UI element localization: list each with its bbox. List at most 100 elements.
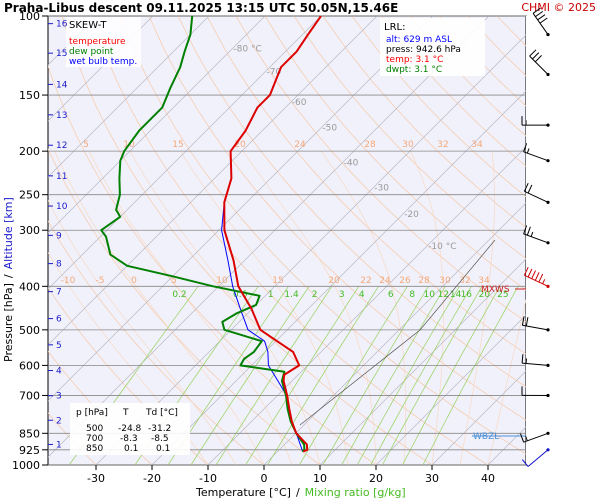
isotherm — [48, 16, 434, 402]
wind-barb-feather — [527, 268, 533, 278]
mxws-label: MXWS — [481, 285, 510, 295]
pressure-tick-label: 200 — [19, 145, 40, 158]
isotherm — [151, 90, 526, 465]
isotherm — [375, 314, 526, 465]
altitude-tick-label: 3 — [56, 392, 62, 402]
pressure-tick-label: 100 — [19, 10, 40, 23]
mixing-ratio-label: 20 — [479, 290, 491, 300]
parcel-curve — [299, 239, 496, 426]
isotherm-label: -50 — [322, 124, 337, 134]
temperature-tick-label: -10 — [199, 472, 217, 485]
y-axis-title-pressure: Pressure [hPa] — [2, 283, 15, 362]
wind-barb-dot — [546, 241, 550, 245]
wind-barb — [523, 266, 550, 288]
mixing-ratio-label: 16 — [461, 290, 473, 300]
isotherm — [48, 16, 322, 290]
lrl-altitude: alt: 629 m ASL — [386, 35, 452, 45]
isotherm-label: -60 — [292, 98, 307, 108]
pressure-tick-label: 400 — [19, 280, 40, 293]
level-table-header-p: p [hPa] — [76, 408, 108, 418]
wind-barb — [523, 182, 550, 204]
isotherm — [319, 258, 526, 465]
x-axis-title-separator: / — [296, 486, 300, 499]
wind-barb-feather — [539, 17, 548, 24]
isotherm-label: -80 °C — [233, 45, 261, 55]
mixing-ratio-label: 0.2 — [172, 290, 186, 300]
mixing-ratio-label: 10 — [423, 290, 435, 300]
isobars: -80 °C-70-60-50-40-30-20-10 °C0.2 0.6 1 1.4… — [48, 15, 526, 466]
wind-barb — [521, 354, 550, 367]
wind-barb-dot — [546, 363, 550, 367]
altitude-tick-label: 7 — [56, 288, 62, 298]
wind-barb-feather — [523, 182, 529, 192]
wind-barb-dot — [546, 72, 550, 77]
wind-barb — [523, 143, 550, 163]
mixing-ratio-label: 1.4 — [284, 290, 299, 300]
level-table-cell: -8.3 — [120, 434, 138, 444]
temperature-tick-label: 0 — [261, 472, 268, 485]
theta-e-label: 24 — [294, 140, 306, 150]
wind-barb — [520, 431, 550, 443]
theta-e-label: 15 — [272, 276, 283, 286]
chart-title: Praha-Libus descent 09.11.2025 13:15 UTC… — [4, 1, 398, 15]
wind-barb-feather — [532, 7, 541, 14]
y-axis-title: Pressure [hPa] / Altitude [km] — [2, 197, 15, 362]
dew-point-line — [100, 16, 306, 453]
wind-barb-half-feather — [526, 148, 530, 154]
wind-barb-dot — [546, 32, 550, 37]
level-table-cell: 500 — [86, 424, 103, 434]
wind-barb-staff — [524, 274, 549, 287]
theta-e-label: 20 — [234, 140, 246, 150]
level-table-header-t: T — [122, 408, 129, 418]
isotherm-label: -20 — [404, 210, 419, 220]
wind-barb — [521, 448, 550, 467]
theta-e-label: 30 — [402, 140, 414, 150]
wind-barb-dot — [546, 448, 550, 452]
altitude-tick-label: 9 — [56, 231, 62, 241]
wind-barb-feather — [520, 433, 525, 443]
theta-e-label: 34 — [478, 276, 490, 286]
wind-barb-feather — [529, 49, 537, 57]
isotherm — [48, 16, 210, 178]
pressure-tick-label: 600 — [19, 359, 40, 372]
mixing-ratio-label: 14 — [450, 290, 462, 300]
temperature-tick-label: -20 — [143, 472, 161, 485]
temperature-tick-label: -30 — [87, 472, 105, 485]
wind-barb-feather — [521, 354, 524, 364]
pressure-tick-label: 250 — [19, 189, 40, 202]
level-table: p [hPa] T Td [°C] 500 -24.8 -31.2 700 -8… — [70, 403, 190, 455]
temperature-tick-label: 30 — [425, 472, 439, 485]
mixing-ratio-label: 12 — [438, 290, 449, 300]
isotherm — [263, 202, 526, 465]
isotherm — [95, 34, 526, 465]
wind-barb-feather — [527, 184, 533, 194]
pressure-tick-label: 925 — [19, 444, 40, 457]
wind-barb — [523, 225, 550, 245]
axes: 1001502002503004005006007008509251000123… — [12, 10, 495, 485]
isotherm-label: -40 — [344, 158, 359, 168]
wind-barb-half-feather — [525, 435, 528, 441]
level-table-cell: -8.5 — [151, 434, 169, 444]
mixing-ratio-label: 1 — [268, 290, 274, 300]
lrl-temperature: temp: 3.1 °C — [386, 55, 443, 65]
wind-barb-feather — [523, 143, 528, 152]
legend-temperature: temperature — [69, 37, 126, 47]
altitude-tick-label: 12 — [56, 141, 67, 151]
wind-barb — [521, 386, 550, 398]
isotherm — [48, 16, 154, 122]
pressure-tick-label: 1000 — [12, 459, 40, 472]
wind-barb-feather — [535, 10, 544, 18]
wind-barb-feather — [534, 55, 542, 63]
wind-barb — [529, 49, 550, 77]
theta-e-label: 34 — [471, 140, 483, 150]
wind-barb-feather — [523, 266, 529, 276]
legend-dew-point: dew point — [69, 47, 114, 57]
theta-e-label: 15 — [172, 140, 183, 150]
wbzl-label: WBZL — [473, 432, 499, 442]
isotherm-label: -70 — [267, 68, 282, 78]
wind-barb-feather — [526, 226, 531, 236]
level-table-cell: -24.8 — [118, 424, 142, 434]
altitude-tick-label: 4 — [56, 367, 62, 377]
y-axis-title-altitude: Altitude [km] — [2, 197, 15, 269]
wind-barb-staff — [527, 449, 549, 467]
